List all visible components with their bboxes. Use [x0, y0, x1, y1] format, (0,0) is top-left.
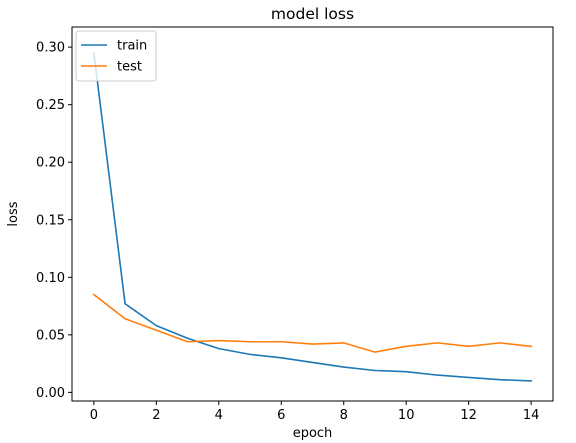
x-tick-label: 6: [277, 408, 285, 423]
y-tick-label: 0.00: [36, 386, 65, 401]
x-axis-label: epoch: [293, 426, 333, 441]
x-tick-label: 12: [460, 408, 477, 423]
x-tick-label: 2: [152, 408, 160, 423]
series-line-train: [92, 51, 532, 382]
x-tick-label: 10: [398, 408, 415, 423]
y-tick-label: 0.20: [36, 156, 65, 171]
legend-label-train: train: [117, 39, 147, 54]
series-lines: [92, 51, 533, 382]
y-axis-label: loss: [6, 201, 21, 226]
y-tick-label: 0.25: [36, 98, 65, 113]
x-tick-label: 0: [90, 408, 98, 423]
chart-title: model loss: [271, 5, 354, 23]
y-tick-label: 0.30: [36, 41, 65, 56]
x-tick-label: 8: [340, 408, 348, 423]
x-axis: 0 2 4 6 8 10 12 14: [90, 401, 540, 423]
x-tick-label: 4: [215, 408, 223, 423]
y-tick-label: 0.10: [36, 271, 65, 286]
legend: train test: [75, 30, 157, 82]
plot-area: [71, 26, 554, 402]
x-tick-label: 14: [523, 408, 540, 423]
y-tick-label: 0.15: [36, 213, 65, 228]
y-axis: 0.00 0.05 0.10 0.15 0.20 0.25 0.30: [36, 41, 72, 401]
legend-label-test: test: [117, 60, 142, 75]
legend-box: [75, 30, 157, 82]
y-tick-label: 0.05: [36, 328, 65, 343]
series-line-test: [92, 293, 533, 353]
